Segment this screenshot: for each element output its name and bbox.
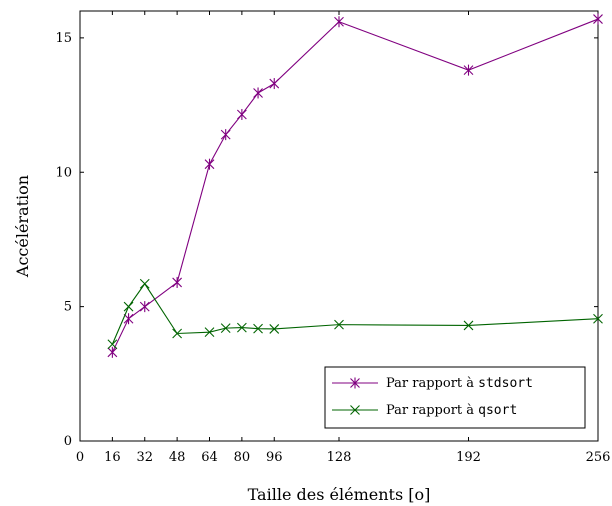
legend-box [324, 366, 586, 429]
x-marker [269, 324, 280, 334]
asterisk-marker [139, 301, 150, 313]
marker-stroke [139, 278, 150, 289]
legend-label: Par rapport à stdsort [386, 376, 533, 391]
y-tick-label: 5 [64, 300, 72, 315]
x-tick-label: 16 [104, 450, 121, 465]
y-tick-label: 0 [64, 434, 72, 449]
marker-stroke [334, 319, 344, 330]
marker-stroke [204, 327, 215, 338]
x-axis-title: Taille des éléments [o] [248, 485, 431, 504]
marker-stroke [593, 313, 603, 324]
x-marker [593, 313, 603, 324]
asterisk-marker [172, 276, 183, 288]
asterisk-marker [334, 16, 344, 28]
asterisk-marker [220, 129, 231, 141]
legend-entry-qsort: Par rapport à qsort [332, 403, 517, 418]
series-line [111, 282, 599, 345]
series-stdsort [107, 13, 603, 358]
marker-stroke [269, 324, 280, 334]
asterisk-marker [123, 313, 134, 325]
x-marker [253, 323, 263, 334]
series-layer [107, 13, 603, 358]
x-tick-label: 0 [76, 450, 84, 465]
x-marker [139, 278, 150, 289]
marker-stroke [463, 320, 474, 331]
x-tick-label: 256 [586, 450, 611, 465]
x-tick-label: 32 [136, 450, 153, 465]
axis-ticks: 0 16 32 48 64 80 96 128 192 256 0 5 10 15 [55, 11, 610, 465]
marker-stroke [350, 405, 360, 415]
marker-stroke [123, 301, 134, 312]
series-line [111, 18, 599, 353]
legend-entry-stdsort: Par rapport à stdsort [332, 376, 533, 391]
x-marker [463, 320, 474, 331]
x-marker [107, 339, 118, 350]
x-marker [123, 301, 134, 312]
asterisk-marker [107, 346, 118, 358]
x-tick-label: 192 [456, 450, 481, 465]
asterisk-marker [463, 64, 474, 76]
y-tick-label: 15 [55, 31, 72, 46]
x-marker [172, 328, 183, 339]
asterisk-marker [236, 108, 247, 120]
x-tick-label: 96 [266, 450, 283, 465]
series-qsort [107, 278, 603, 350]
x-marker [204, 327, 215, 338]
x-marker [220, 323, 231, 334]
x-tick-label: 64 [201, 450, 218, 465]
marker-stroke [236, 322, 247, 333]
marker-stroke [107, 339, 118, 350]
y-axis-title: Accélération [13, 175, 32, 278]
asterisk-marker [269, 78, 280, 90]
y-tick-label: 10 [55, 165, 72, 180]
x-marker [350, 405, 360, 415]
legend-label: Par rapport à qsort [386, 403, 517, 418]
marker-stroke [172, 328, 183, 339]
legend: Par rapport à stdsort Par rapport à qsort [324, 366, 586, 429]
asterisk-marker [204, 158, 215, 170]
marker-stroke [220, 323, 231, 334]
x-tick-label: 128 [327, 450, 352, 465]
legend-items: Par rapport à stdsort Par rapport à qsort [332, 376, 533, 418]
x-marker [236, 322, 247, 333]
asterisk-marker [593, 13, 603, 25]
marker-stroke [253, 323, 263, 334]
x-marker [334, 319, 344, 330]
x-tick-label: 48 [169, 450, 186, 465]
x-tick-label: 80 [234, 450, 251, 465]
asterisk-marker [350, 377, 360, 389]
asterisk-marker [253, 87, 263, 99]
